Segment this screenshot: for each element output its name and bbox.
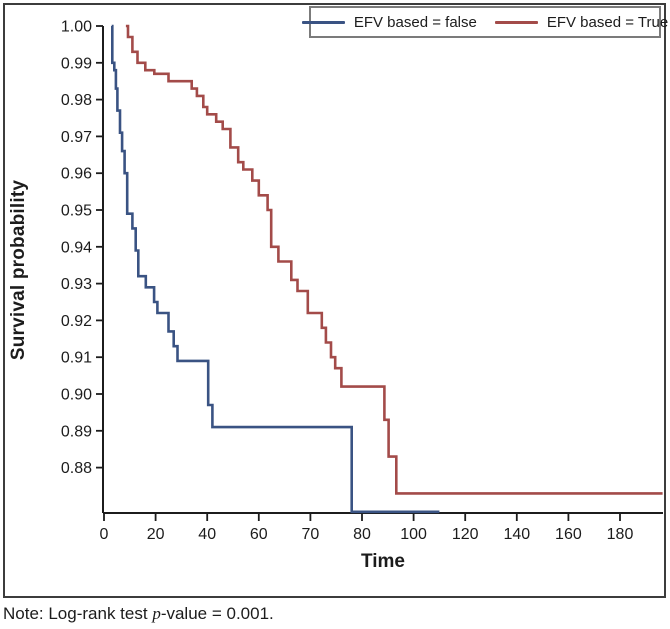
figure-frame	[3, 3, 666, 598]
legend-line-efv-false-icon	[301, 20, 345, 24]
footnote-text-suffix: -value = 0.001.	[160, 604, 274, 623]
y-tick-label: 0.94	[61, 239, 92, 256]
y-tick-label: 0.96	[61, 166, 92, 183]
x-tick-label: 20	[147, 526, 165, 543]
y-tick-label: 1.00	[61, 19, 92, 36]
x-tick-label: 100	[400, 526, 427, 543]
x-tick-label: 0	[100, 526, 109, 543]
footnote-text-prefix: Note: Log-rank test	[3, 604, 153, 623]
x-tick-label: 40	[198, 526, 216, 543]
legend-label-efv-false: EFV based = false	[353, 13, 477, 31]
x-tick-label: 180	[607, 526, 634, 543]
footnote: Note: Log-rank test p-value = 0.001.	[3, 604, 274, 624]
y-axis-title: Survival probability	[8, 179, 29, 361]
y-tick-label: 0.92	[61, 313, 92, 330]
y-tick-label: 0.91	[61, 350, 92, 367]
y-tick-label: 0.89	[61, 423, 92, 440]
x-tick-label: 60	[250, 526, 268, 543]
y-tick-label: 0.88	[61, 460, 92, 477]
footnote-pvalue-symbol: p	[152, 604, 161, 623]
curve-efv-true	[125, 24, 663, 495]
y-tick-label: 0.97	[61, 129, 92, 146]
x-tick-label: 140	[503, 526, 530, 543]
x-tick-label: 80	[353, 526, 371, 543]
legend: EFV based = false EFV based = True	[301, 6, 668, 38]
survival-plot: 1.00 0.99 0.98 0.97 0.96 0.95 0.94 0.93 0.92 0.91…	[61, 19, 663, 543]
y-tick-label: 0.95	[61, 203, 92, 220]
legend-line-efv-true-icon	[494, 20, 538, 24]
legend-label-efv-true: EFV based = True	[546, 13, 669, 31]
x-tick-label: 120	[452, 526, 479, 543]
y-tick-label: 0.98	[61, 92, 92, 109]
y-tick-label: 0.93	[61, 276, 92, 293]
y-tick-label: 0.99	[61, 55, 92, 72]
legend-item-efv-false: EFV based = false	[301, 13, 477, 31]
legend-item-efv-true: EFV based = True	[494, 13, 669, 31]
x-tick-label: 70	[302, 526, 320, 543]
curve-efv-false	[111, 24, 440, 514]
x-tick-label: 160	[555, 526, 582, 543]
y-tick-label: 0.90	[61, 387, 92, 404]
x-axis-title: Time	[360, 551, 405, 572]
